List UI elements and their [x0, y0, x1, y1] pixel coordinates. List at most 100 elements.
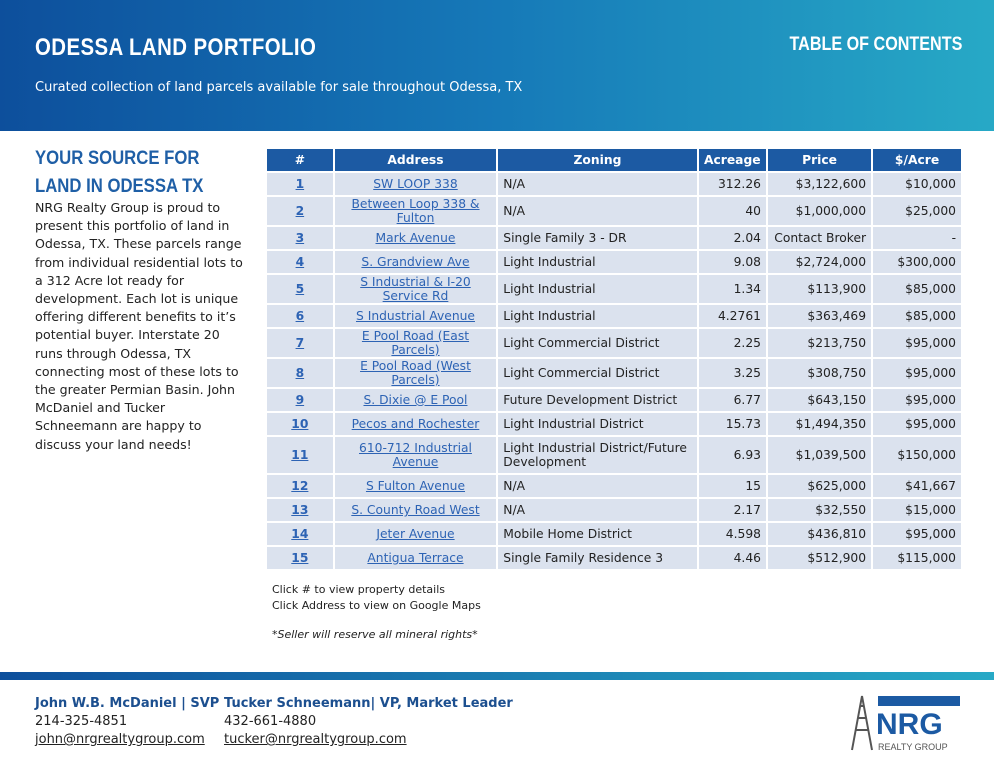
map-link[interactable]: S Industrial & I-20 Service Rd	[360, 275, 471, 303]
table-cell: $15,000	[871, 497, 963, 523]
table-cell: 6.77	[696, 387, 768, 413]
table-cell: 9	[265, 387, 335, 413]
table-cell: E Pool Road (East Parcels)	[332, 327, 499, 359]
property-link[interactable]: 11	[291, 448, 309, 462]
property-link[interactable]: 1	[295, 177, 305, 191]
table-cell: 4.2761	[696, 303, 768, 329]
table-cell: Antigua Terrace	[332, 545, 499, 571]
property-link[interactable]: 12	[291, 479, 309, 493]
property-link[interactable]: 7	[295, 336, 305, 350]
table-cell: 9.08	[696, 249, 768, 275]
property-link[interactable]: 8	[295, 366, 305, 380]
contact-email[interactable]: john@nrgrealtygroup.com	[35, 732, 205, 747]
column-header: $/Acre	[871, 147, 963, 173]
property-link[interactable]: 4	[295, 255, 305, 269]
property-link[interactable]: 2	[295, 204, 305, 218]
table-cell: SW LOOP 338	[332, 171, 499, 197]
table-row: 7 E Pool Road (East Parcels) Light Commerc…	[265, 327, 963, 359]
table-cell: $32,550	[765, 497, 874, 523]
property-link[interactable]: 3	[295, 231, 305, 245]
map-link[interactable]: SW LOOP 338	[373, 177, 458, 191]
property-link[interactable]: 13	[291, 503, 309, 517]
table-cell: 4.598	[696, 521, 768, 547]
table-cell: $95,000	[871, 357, 963, 389]
map-link[interactable]: Mark Avenue	[375, 231, 456, 245]
header-row: # Address Zoning Acreage Price $/Acre	[265, 147, 963, 173]
table-cell: Mobile Home District	[496, 521, 699, 547]
footnote: *Seller will reserve all mineral rights*	[272, 628, 478, 641]
contact: Tucker Schneemann| VP, Market Leader 432…	[224, 695, 513, 749]
map-link[interactable]: E Pool Road (East Parcels)	[361, 329, 470, 357]
map-link[interactable]: Between Loop 338 & Fulton	[351, 197, 480, 225]
table-cell: S Industrial Avenue	[332, 303, 499, 329]
table-row: 12 S Fulton Avenue N/A 15 $625,000 $41,667	[265, 473, 963, 499]
table-cell: $41,667	[871, 473, 963, 499]
table-cell: 40	[696, 195, 768, 227]
map-link[interactable]: 610-712 Industrial Avenue	[359, 441, 472, 469]
table-cell: 15.73	[696, 411, 768, 437]
table-cell: 1.34	[696, 273, 768, 305]
table-cell: $300,000	[871, 249, 963, 275]
table-cell: $1,000,000	[765, 195, 874, 227]
map-link[interactable]: S Fulton Avenue	[365, 479, 466, 493]
table-cell: $643,150	[765, 387, 874, 413]
table-cell: 15	[265, 545, 335, 571]
property-link[interactable]: 6	[295, 309, 305, 323]
table-row: 2 Between Loop 338 & Fulton N/A 40 $1,000,00…	[265, 195, 963, 227]
contact-phone: 432-661-4880	[224, 714, 317, 729]
map-link[interactable]: Jeter Avenue	[376, 527, 455, 541]
table-cell: Pecos and Rochester	[332, 411, 499, 437]
table-cell: $10,000	[871, 171, 963, 197]
property-link[interactable]: 10	[291, 417, 309, 431]
table-cell: $1,494,350	[765, 411, 874, 437]
table-cell: Jeter Avenue	[332, 521, 499, 547]
table-cell: 4	[265, 249, 335, 275]
table-cell: 2.17	[696, 497, 768, 523]
table-row: 6 S Industrial Avenue Light Industrial 4.27…	[265, 303, 963, 329]
map-link[interactable]: E Pool Road (West Parcels)	[360, 359, 471, 387]
property-link[interactable]: 15	[291, 551, 309, 565]
table-cell: S Industrial & I-20 Service Rd	[332, 273, 499, 305]
map-link[interactable]: Antigua Terrace	[367, 551, 464, 565]
table-cell: Light Industrial	[496, 303, 699, 329]
contact-phone: 214-325-4851	[35, 714, 128, 729]
header: ODESSA LAND PORTFOLIO Curated collection…	[0, 0, 994, 131]
table-row: 11 610-712 Industrial Avenue Light Industr…	[265, 435, 963, 475]
contact-email[interactable]: tucker@nrgrealtygroup.com	[224, 732, 407, 747]
table-cell: E Pool Road (West Parcels)	[332, 357, 499, 389]
property-link[interactable]: 5	[295, 282, 305, 296]
table-cell: $2,724,000	[765, 249, 874, 275]
table-cell: 2.04	[696, 225, 768, 251]
table-cell: 8	[265, 357, 335, 389]
table-cell: 2.25	[696, 327, 768, 359]
table-cell: Light Commercial District	[496, 357, 699, 389]
table-cell: Future Development District	[496, 387, 699, 413]
column-header: Acreage	[696, 147, 768, 173]
table-cell: $308,750	[765, 357, 874, 389]
table-cell: S. Dixie @ E Pool	[332, 387, 499, 413]
table-cell: 12	[265, 473, 335, 499]
note: Click # to view property details	[272, 583, 446, 596]
map-link[interactable]: S. Dixie @ E Pool	[363, 393, 468, 407]
table-row: 9 S. Dixie @ E Pool Future Development Dis…	[265, 387, 963, 413]
table-cell: 3	[265, 225, 335, 251]
table-cell: 312.26	[696, 171, 768, 197]
map-link[interactable]: S Industrial Avenue	[355, 309, 475, 323]
table-cell: N/A	[496, 497, 699, 523]
table-cell: -	[871, 225, 963, 251]
table-cell: $1,039,500	[765, 435, 874, 475]
table-cell: $85,000	[871, 303, 963, 329]
table-cell: 14	[265, 521, 335, 547]
table-cell: 10	[265, 411, 335, 437]
property-link[interactable]: 14	[291, 527, 309, 541]
property-link[interactable]: 9	[295, 393, 305, 407]
map-link[interactable]: S. Grandview Ave	[361, 255, 470, 269]
map-link[interactable]: Pecos and Rochester	[351, 417, 480, 431]
contact-name: John W.B. McDaniel | SVP	[35, 696, 220, 711]
map-link[interactable]: S. County Road West	[351, 503, 480, 517]
table-cell: Light Industrial District/Future Develop…	[496, 435, 699, 475]
table-cell: Light Industrial	[496, 273, 699, 305]
table-cell: N/A	[496, 171, 699, 197]
table-cell: 15	[696, 473, 768, 499]
table-cell: $25,000	[871, 195, 963, 227]
